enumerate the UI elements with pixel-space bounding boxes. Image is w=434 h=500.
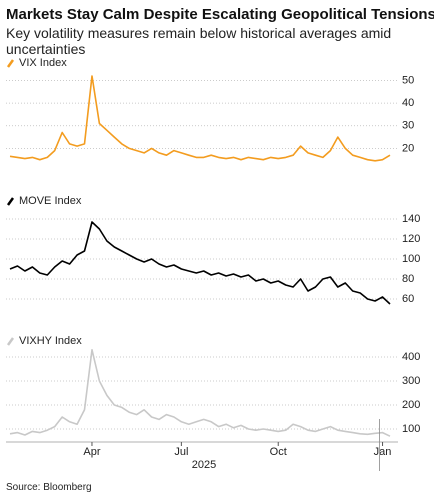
y-tick-label: 300 [402,375,420,387]
y-tick-label: 40 [402,97,414,109]
y-tick-label: 20 [402,142,414,154]
x-tick-label: Jul [174,446,188,458]
series-line [9,349,391,437]
x-tick-label: Jan [374,446,392,458]
y-tick-label: 50 [402,74,414,86]
legend-label: MOVE Index [19,195,82,207]
legend-label: VIXHY Index [19,335,82,347]
y-tick-label: 120 [402,233,420,245]
y-tick-label: 60 [402,293,414,305]
source: Source: Bloomberg [6,482,92,493]
series-line [9,221,391,305]
subtitle: Key volatility measures remain below his… [6,25,392,57]
y-tick-label: 30 [402,120,414,132]
y-tick-label: 400 [402,351,420,363]
legend-swatch [6,197,15,206]
legend-swatch [6,337,15,346]
y-tick-label: 100 [402,253,420,265]
title: Markets Stay Calm Despite Escalating Geo… [6,6,434,23]
y-tick-label: 140 [402,213,420,225]
y-tick-label: 100 [402,423,420,435]
x-group-label: 2025 [192,459,216,471]
y-tick-label: 80 [402,273,414,285]
legend-swatch [6,59,15,68]
legend-label: VIX Index [19,57,67,69]
x-tick-label: Oct [270,446,287,458]
series-line [9,75,391,162]
x-tick-label: Apr [83,446,100,458]
y-tick-label: 200 [402,399,420,411]
